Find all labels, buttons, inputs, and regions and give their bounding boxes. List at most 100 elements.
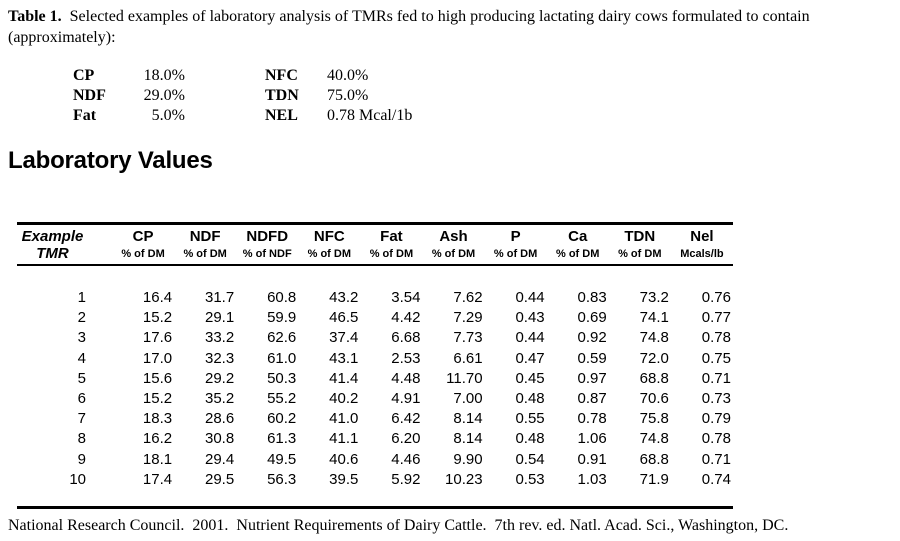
table-cell: 0.48: [515, 430, 545, 448]
formulation-value: 0.78 Mcal/1b: [327, 107, 413, 124]
table-cell: 28.6: [204, 410, 235, 428]
formulation-targets: CP 18.0% NFC 40.0% NDF 29.0% TDN 75.0% F…: [73, 66, 412, 126]
column-name: NDFD: [246, 228, 289, 245]
table-cell: 6.20: [391, 430, 421, 448]
table-cell: 3: [77, 329, 86, 347]
column-unit: % of DM: [493, 248, 538, 260]
table-cell: 0.91: [577, 450, 607, 468]
table-cell: 46.5: [329, 309, 359, 327]
table-cell: 4: [77, 349, 86, 367]
table-cell: 18.3: [142, 410, 173, 428]
source-citation: National Research Council. 2001. Nutrien…: [8, 517, 789, 534]
formulation-label: Fat: [73, 107, 97, 124]
table-cell: 0.71: [701, 450, 731, 468]
table-cell: 6.61: [453, 349, 483, 367]
table-cell: 4.42: [391, 309, 421, 327]
column-name: TDN: [624, 228, 656, 245]
table-cell: 0.78: [701, 329, 731, 347]
table-row: 5 15.6 29.2 50.3 41.4 4.48 11.70 0.45 0.97 68.8 0.…: [17, 369, 733, 389]
table-cell: 11.70: [446, 369, 483, 387]
column-unit: % of DM: [556, 248, 600, 260]
table-cell: 0.54: [515, 450, 545, 468]
table-cell: 8: [77, 430, 86, 448]
table-cell: 29.1: [204, 309, 235, 327]
column-name: Nel: [690, 228, 714, 245]
table-caption-text: Selected examples of laboratory analysis…: [8, 8, 814, 46]
table-cell: 0.47: [515, 349, 545, 367]
table-cell: 41.1: [329, 430, 359, 448]
table-cell: 35.2: [204, 390, 235, 408]
table-cell: 8.14: [453, 430, 483, 448]
formulation-row: CP 18.0% NFC 40.0%: [73, 66, 412, 86]
table-cell: 72.0: [639, 349, 669, 367]
table-caption-label: Table 1.: [8, 8, 62, 25]
table-cell: 18.1: [142, 450, 173, 468]
column-name: P: [510, 228, 521, 245]
table-cell: 33.2: [204, 329, 235, 347]
table-cell: 30.8: [204, 430, 235, 448]
formulation-spacer: [185, 66, 265, 86]
table-row: 6 15.2 35.2 55.2 40.2 4.91 7.00 0.48 0.87 70.6 0.7…: [17, 389, 733, 409]
table-cell: 6.68: [391, 329, 421, 347]
table-cell: 0.78: [701, 430, 731, 448]
table-cell: 74.1: [639, 309, 669, 327]
column-unit: % of DM: [183, 248, 227, 260]
table-row: 8 16.2 30.8 61.3 41.1 6.20 8.14 0.48 1.06 74.8 0.7…: [17, 429, 733, 449]
table-cell: 32.3: [204, 349, 235, 367]
table-cell: 0.69: [577, 309, 607, 327]
table-cell: 4.46: [391, 450, 421, 468]
table-cell: 0.48: [515, 390, 545, 408]
table-cell: 73.2: [639, 289, 669, 306]
section-heading: Laboratory Values: [8, 147, 213, 174]
table-cell: 55.2: [267, 390, 297, 408]
table-cell: 40.2: [329, 390, 359, 408]
table-cell: 56.3: [267, 470, 297, 488]
formulation-value: 29.0%: [143, 87, 185, 104]
table-cell: 41.4: [329, 369, 359, 387]
formulation-value: 40.0%: [327, 67, 369, 84]
table-cell: 29.5: [204, 470, 235, 488]
column-header-nel: Nel Mcals/lb: [670, 223, 733, 266]
column-unit: % of DM: [307, 248, 352, 260]
table-cell: 0.83: [577, 289, 607, 306]
table-row: 10 17.4 29.5 56.3 39.5 5.92 10.23 0.53 1.03 71.9 0…: [17, 470, 733, 508]
table-cell: 0.78: [577, 410, 607, 428]
table-row: 9 18.1 29.4 49.5 40.6 4.46 9.90 0.54 0.91 68.8 0.7…: [17, 450, 733, 470]
table-cell: 39.5: [329, 470, 359, 488]
lab-values-table-wrap: Example TMR CP % of DM NDF % of DM NDFD % of ND…: [17, 222, 733, 510]
table-cell: 40.6: [329, 450, 359, 468]
table-cell: 1: [77, 289, 86, 306]
table-cell: 2.53: [391, 349, 421, 367]
formulation-label: TDN: [265, 87, 299, 104]
table-cell: 74.8: [639, 329, 669, 347]
column-header-nfc: NFC % of DM: [298, 223, 361, 266]
table-cell: 29.4: [204, 450, 235, 468]
column-header-p: P % of DM: [484, 223, 547, 266]
table-body: 1 16.4 31.7 60.8 43.2 3.54 7.62 0.44 0.83 73.2 0.7…: [17, 265, 733, 508]
table-row: 2 15.2 29.1 59.9 46.5 4.42 7.29 0.43 0.69 74.1 0.7…: [17, 308, 733, 328]
table-cell: 7: [77, 410, 86, 428]
table-cell: 62.6: [267, 329, 297, 347]
table-cell: 7.29: [453, 309, 483, 327]
column-name: NFC: [313, 228, 345, 245]
table-cell: 74.8: [639, 430, 669, 448]
table-cell: 7.00: [453, 390, 483, 408]
table-cell: 0.87: [577, 390, 607, 408]
formulation-row: Fat 5.0% NEL 0.78 Mcal/1b: [73, 106, 412, 126]
table-header: Example TMR CP % of DM NDF % of DM NDFD % of ND…: [17, 223, 733, 266]
table-cell: 9: [77, 450, 86, 468]
table-cell: 10: [69, 470, 86, 488]
formulation-value: 5.0%: [151, 107, 185, 124]
column-unit: % of DM: [369, 248, 414, 260]
table-cell: 16.2: [142, 430, 173, 448]
formulation-label: NDF: [73, 87, 106, 104]
table-cell: 0.75: [701, 349, 731, 367]
column-header-ndf: NDF % of DM: [174, 223, 237, 266]
column-header-ash: Ash % of DM: [422, 223, 485, 266]
formulation-row: NDF 29.0% TDN 75.0%: [73, 86, 412, 106]
table-cell: 0.79: [701, 410, 731, 428]
table-cell: 0.45: [515, 369, 545, 387]
table-cell: 0.92: [577, 329, 607, 347]
column-name: Fat: [380, 228, 403, 245]
